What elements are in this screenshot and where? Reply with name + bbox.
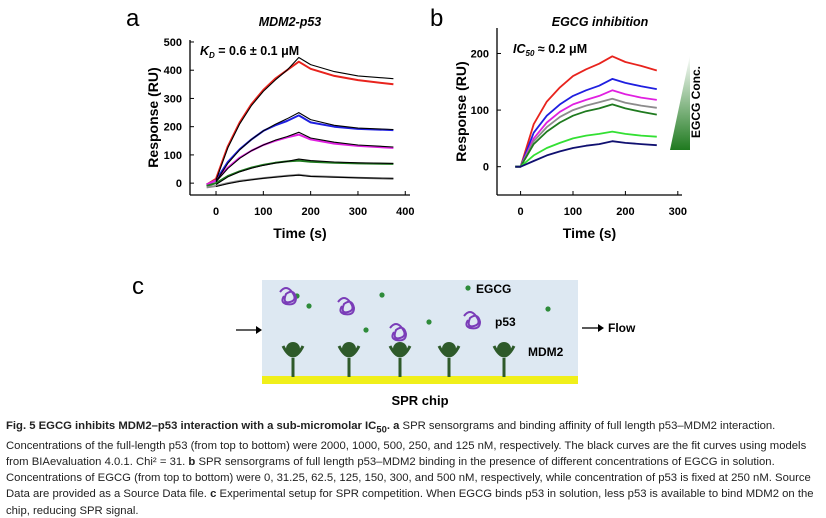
series-line	[515, 140, 657, 168]
series-line	[206, 173, 394, 189]
y-tick-label: 500	[164, 37, 182, 49]
x-axis-label: Time (s)	[563, 225, 616, 241]
x-tick-label: 300	[669, 206, 687, 218]
series-line	[515, 78, 657, 168]
segment-label: a	[393, 420, 400, 432]
series-line	[215, 112, 394, 182]
chart: b EGCG inhibition IC50 ≈ 0.2 μM 0 100 200 0 100…	[430, 5, 703, 241]
annotation-subscript: 50	[526, 49, 535, 58]
arrow-head	[256, 326, 262, 334]
x-tick-label: 0	[213, 206, 219, 218]
panel-letter: c	[132, 273, 144, 300]
x-axis-label: Time (s)	[273, 225, 326, 241]
diagram: c EGCG p53 MDM2 Flow SPR chip	[132, 273, 636, 408]
annotation: KD = 0.6 ± 0.1 μM	[200, 44, 299, 60]
panel-letter: a	[126, 5, 140, 32]
caption-title: Fig. 5 EGCG inhibits MDM2–p53 interactio…	[6, 420, 390, 435]
flow-label: Flow	[608, 321, 636, 335]
x-tick-label: 400	[396, 206, 414, 218]
annotation-symbol: IC	[513, 42, 526, 56]
series-line	[515, 89, 657, 168]
annotation-symbol: K	[200, 44, 210, 58]
series-line	[515, 55, 658, 168]
segment-text: SPR sensorgrams of full length p53–MDM2 …	[6, 455, 811, 501]
x-tick-label: 0	[518, 206, 524, 218]
series-line	[206, 60, 394, 186]
series-line	[515, 130, 657, 168]
y-tick-label: 0	[176, 178, 182, 190]
y-axis-label: Response (RU)	[453, 61, 469, 161]
annotation-subscript: D	[209, 51, 215, 60]
y-axis-label: Response (RU)	[145, 67, 161, 167]
figure: c EGCG p53 MDM2 Flow SPR chip a MDM2-p53 K	[126, 5, 703, 408]
caption-title-sub: 50	[376, 423, 387, 435]
series-line	[215, 56, 394, 181]
y-tick-label: 200	[471, 48, 489, 60]
series-line	[206, 133, 394, 186]
segment-label: c	[210, 488, 217, 501]
p53-proteins	[279, 287, 482, 342]
chart-title: EGCG inhibition	[552, 15, 649, 29]
segment-text: SPR sensorgrams and binding affinity of …	[6, 420, 807, 468]
series-line	[515, 97, 657, 168]
chart: a MDM2-p53 KD = 0.6 ± 0.1 μM 0 100 200 300 400 5…	[126, 5, 414, 241]
x-tick-label: 200	[301, 206, 319, 218]
x-tick-label: 100	[564, 206, 582, 218]
caption: Fig. 5 EGCG inhibits MDM2–p53 interactio…	[6, 418, 820, 518]
mdm2-label: MDM2	[528, 345, 564, 359]
arrow-head	[598, 324, 604, 332]
series-line	[515, 103, 657, 168]
caption-title-end: .	[386, 420, 390, 432]
segment-label: b	[188, 455, 196, 468]
annotation: IC50 ≈ 0.2 μM	[513, 42, 587, 58]
x-tick-label: 200	[616, 206, 634, 218]
flow-cell	[262, 280, 578, 377]
gradient-wedge	[670, 55, 690, 150]
y-tick-label: 0	[483, 162, 489, 174]
caption-title-text: Fig. 5 EGCG inhibits MDM2–p53 interactio…	[6, 420, 377, 432]
panel-letter: b	[430, 5, 443, 32]
annotation-text: ≈ 0.2 μM	[534, 42, 587, 56]
y-tick-label: 400	[164, 65, 182, 77]
egcg-label: EGCG	[476, 282, 511, 296]
mdm2-receptors	[281, 342, 516, 377]
egcg-dots	[294, 285, 551, 333]
y-tick-label: 100	[471, 105, 489, 117]
y-tick-label: 200	[164, 122, 182, 134]
series-line	[206, 114, 394, 186]
x-tick-label: 100	[254, 206, 272, 218]
annotation-text: = 0.6 ± 0.1 μM	[215, 44, 299, 58]
y-tick-label: 300	[164, 93, 182, 105]
chip-label: SPR chip	[391, 393, 448, 408]
p53-label: p53	[495, 315, 516, 329]
x-tick-label: 300	[349, 206, 367, 218]
chip-surface	[262, 376, 578, 384]
chart-title: MDM2-p53	[259, 15, 322, 29]
series-line	[215, 158, 394, 186]
series-line	[215, 131, 394, 183]
y-tick-label: 100	[164, 150, 182, 162]
segment-text: Experimental setup for SPR competition. …	[6, 488, 814, 517]
series-line	[215, 174, 394, 188]
gradient-label: EGCG Conc.	[689, 66, 703, 138]
